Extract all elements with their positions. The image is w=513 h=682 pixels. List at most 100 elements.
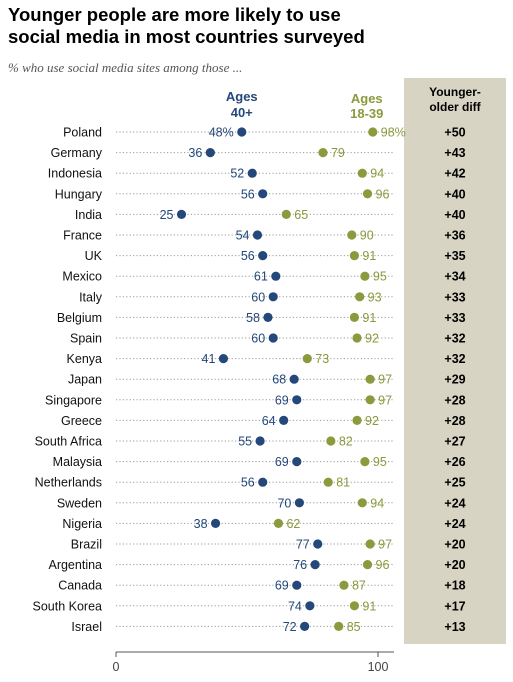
younger-dot [365,374,375,384]
younger-value-label: 92 [365,332,379,346]
country-label: Israel [71,620,102,634]
younger-dot [318,148,328,158]
older-dot [305,601,315,611]
younger-value-label: 79 [331,146,345,160]
country-label: Singapore [45,393,102,407]
older-value-label: 68 [272,373,286,387]
older-dot [271,271,281,281]
diff-value: +40 [444,208,465,222]
country-label: Belgium [57,311,102,325]
country-label: Canada [58,579,102,593]
diff-value: +29 [444,373,465,387]
country-label: Germany [51,146,103,160]
older-dot [292,580,302,590]
younger-value-label: 82 [339,435,353,449]
older-dot [300,621,310,632]
country-label: Netherlands [35,476,102,490]
older-dot [292,457,302,467]
diff-value: +35 [444,249,465,263]
country-label: Indonesia [48,167,102,181]
older-value-label: 76 [293,558,307,572]
younger-dot [368,127,378,137]
younger-value-label: 73 [315,352,329,366]
younger-dot [357,168,367,178]
younger-dot [365,395,375,405]
older-value-label: 55 [238,435,252,449]
diff-value: +33 [444,290,465,304]
younger-value-label: 96 [376,558,390,572]
diff-header-line1: Younger- [429,85,481,99]
younger-dot [349,601,360,611]
older-value-label: 69 [275,455,289,469]
country-label: Argentina [48,558,102,572]
older-dot [247,168,257,178]
diff-value: +34 [444,270,465,284]
country-label: Kenya [67,352,102,366]
diff-value: +25 [444,476,465,490]
diff-value: +42 [444,167,465,181]
older-dot [258,251,268,261]
country-label: Hungary [55,187,103,201]
younger-dot [349,251,360,261]
younger-dot [352,415,362,425]
older-dot [263,312,273,322]
younger-dot [273,518,284,529]
older-value-label: 56 [241,476,255,490]
diff-value: +17 [444,599,465,613]
older-value-label: 25 [160,208,174,222]
legend-younger-line1: Ages [351,91,383,106]
diff-value: +20 [444,558,465,572]
younger-value-label: 94 [370,496,384,510]
older-dot [258,189,268,199]
older-value-label: 52 [230,167,244,181]
diff-value: +33 [444,311,465,325]
diff-column-bg [404,78,506,644]
diff-value: +32 [444,352,465,366]
older-value-label: 58 [246,311,260,325]
younger-value-label: 98% [381,126,406,140]
older-value-label: 74 [288,599,302,613]
diff-value: +26 [444,455,465,469]
younger-value-label: 90 [360,229,374,243]
younger-value-label: 65 [294,208,308,222]
country-label: South Korea [33,599,103,613]
diff-value: +32 [444,332,465,346]
diff-value: +40 [444,187,465,201]
older-value-label: 60 [251,290,265,304]
younger-dot [362,560,373,570]
country-label: Brazil [71,538,102,552]
younger-value-label: 92 [365,414,379,428]
diff-value: +24 [444,496,465,510]
diff-value: +13 [444,620,465,634]
older-value-label: 77 [296,538,310,552]
older-value-label: 38 [194,517,208,531]
country-label: Spain [70,332,102,346]
diff-value: +20 [444,538,465,552]
country-label: Japan [68,373,102,387]
country-label: Sweden [57,496,102,510]
older-dot [218,354,229,364]
chart-subtitle: % who use social media sites among those… [8,60,243,75]
younger-value-label: 94 [370,167,384,181]
younger-value-label: 81 [336,476,350,490]
older-dot [268,333,278,343]
older-dot [252,230,263,240]
country-label: Malaysia [53,455,102,469]
younger-value-label: 91 [362,311,376,325]
diff-value: +50 [444,126,465,140]
older-dot [279,415,289,425]
younger-dot [357,498,367,508]
older-dot [210,518,221,529]
legend-older-line1: Ages [226,89,258,104]
younger-dot [360,271,370,281]
younger-value-label: 97 [378,373,392,387]
diff-value: +28 [444,414,465,428]
younger-value-label: 96 [376,187,390,201]
older-dot [294,498,304,508]
diff-value: +36 [444,229,465,243]
younger-dot [349,312,360,322]
younger-dot [302,354,312,364]
younger-dot [360,457,370,467]
